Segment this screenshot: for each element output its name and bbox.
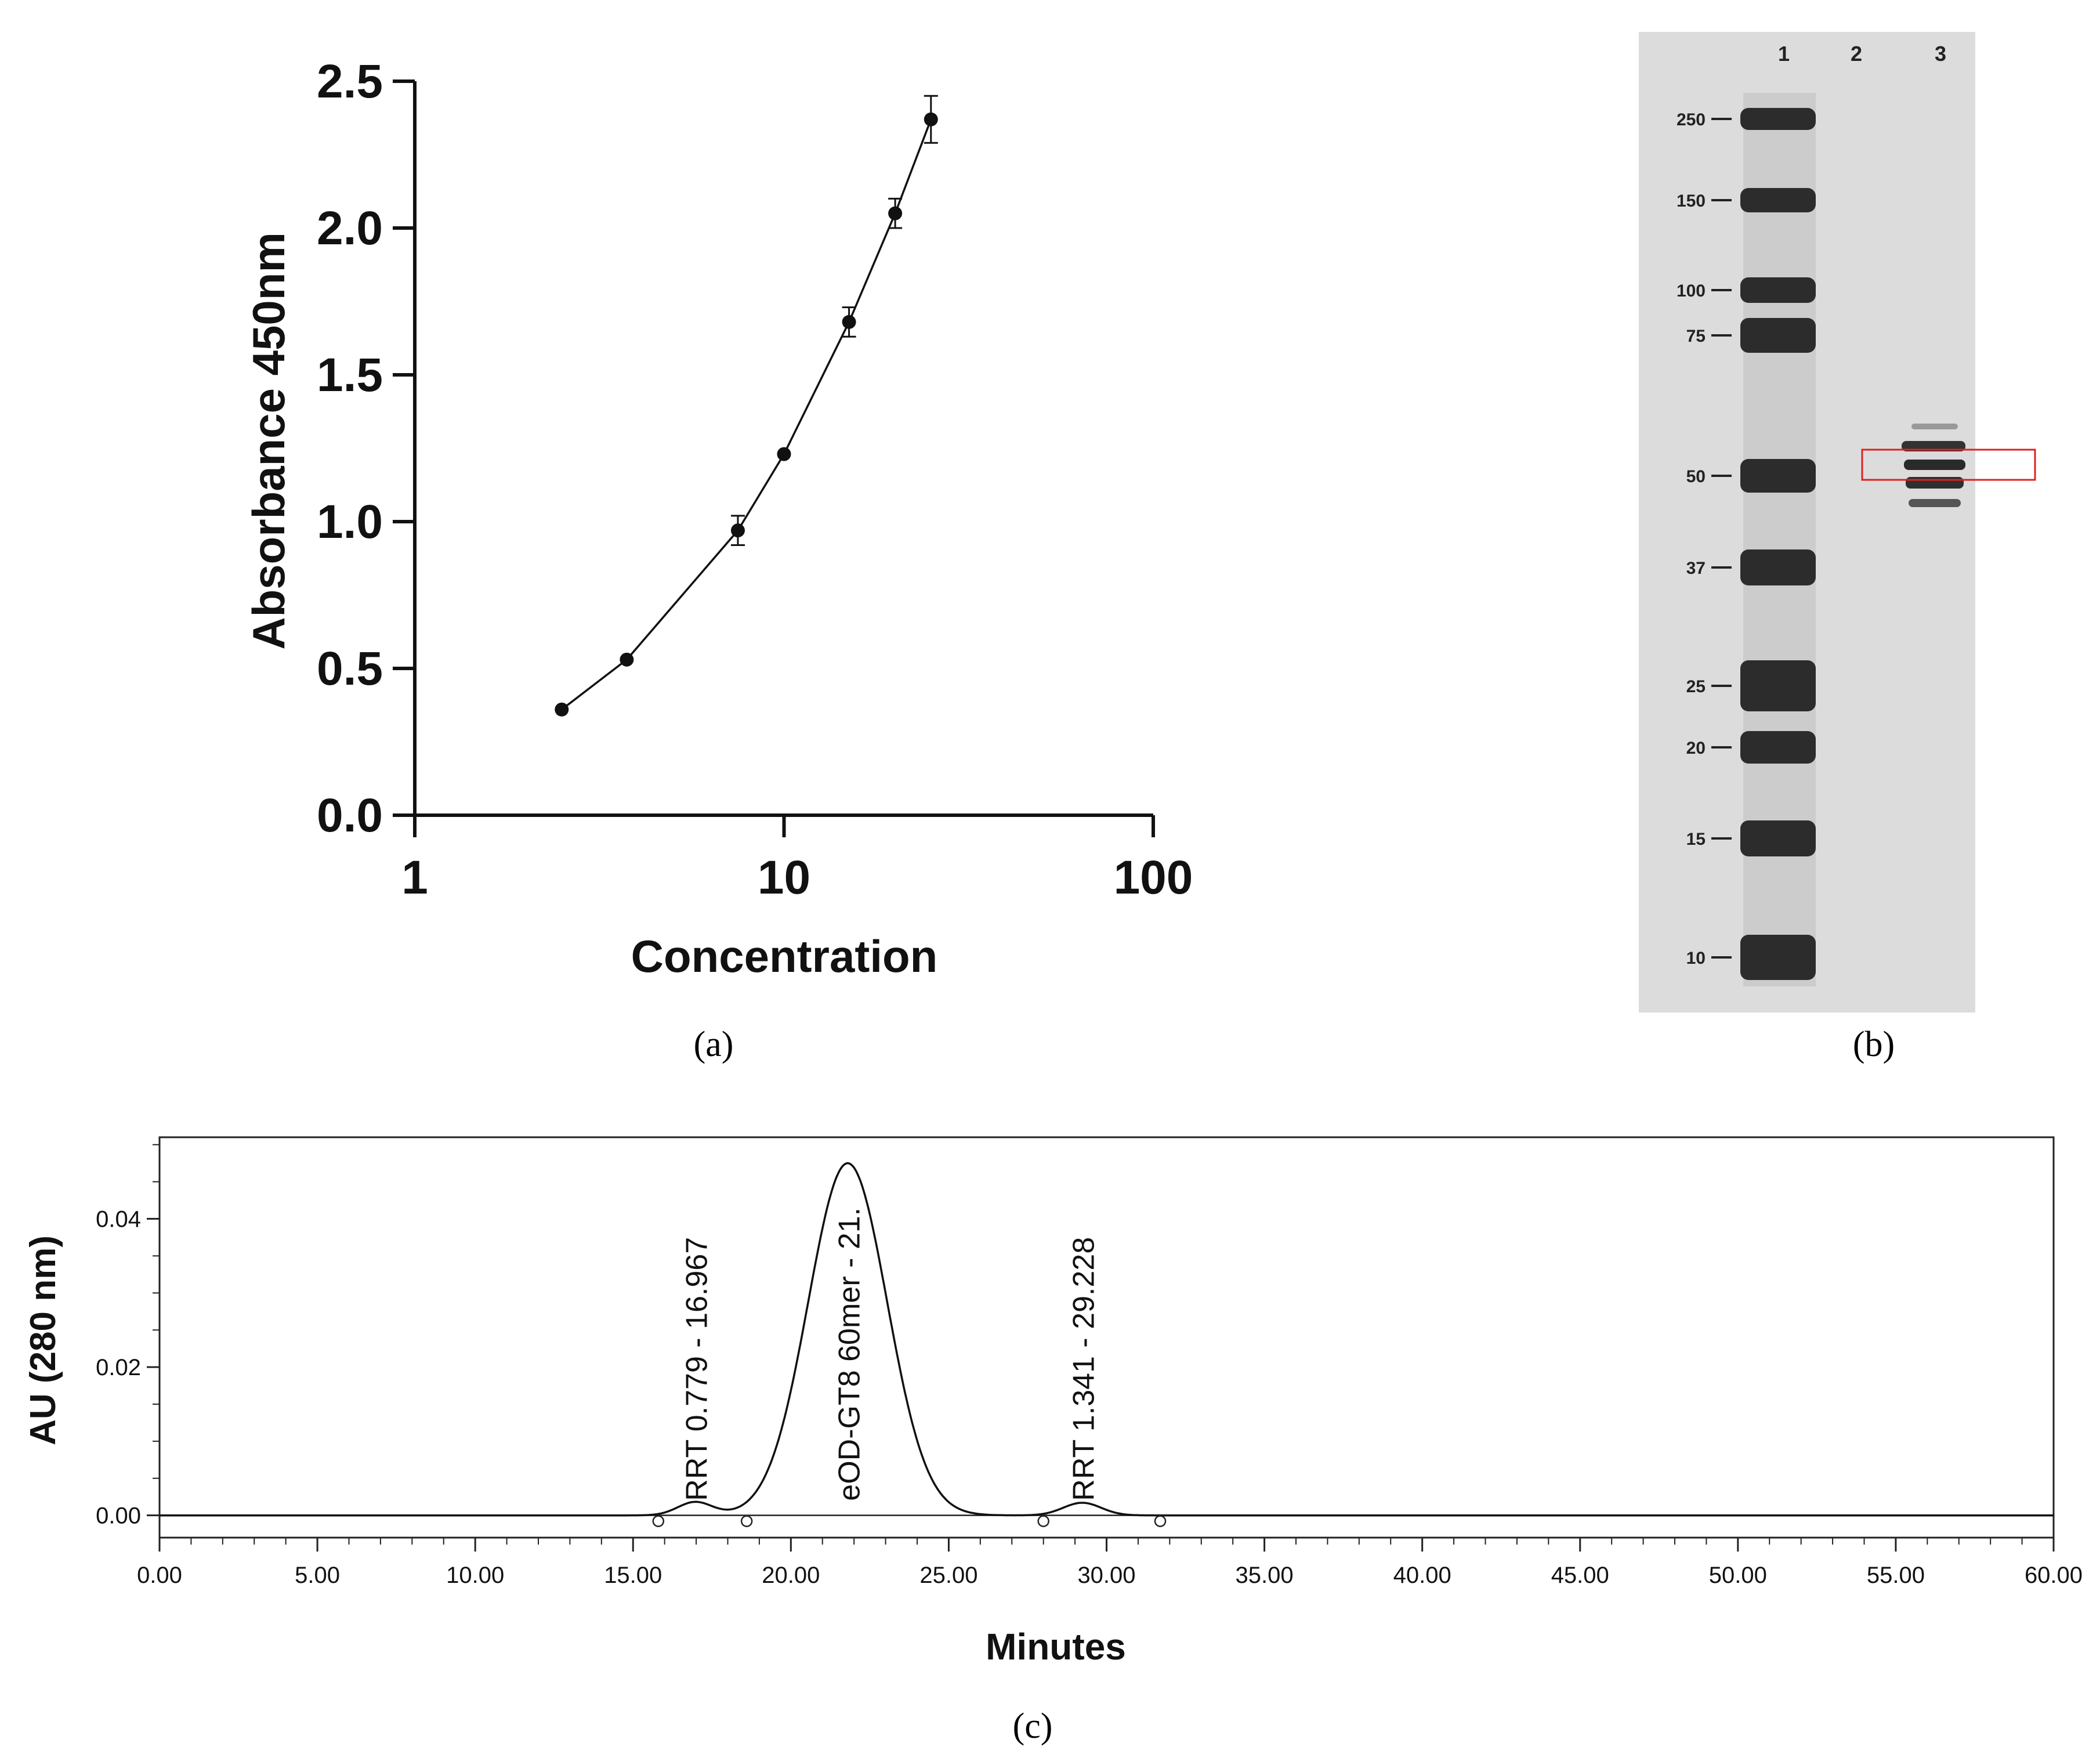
peak-label: RRT 1.341 - 29.228 [1067,1237,1101,1501]
gel-marker-labels: 250 150 100 75 50 37 25 20 15 10 [1677,110,1732,968]
ladder-band [1740,188,1816,212]
marker-label: 50 [1686,467,1706,486]
panel-a-series-line [561,119,932,711]
panel-a-x-tick-label: 10 [758,851,810,904]
panel-a-data-point [924,112,938,126]
panel-c-x-tick-label: 50.00 [1709,1563,1767,1588]
panel-b-gel: 250 150 100 75 50 37 25 20 15 10 1 2 3 [1639,32,2036,1013]
panel-c-trace [160,1162,2054,1517]
marker-label: 37 [1686,559,1706,578]
caption-c: (c) [1013,1706,1053,1746]
lane-label: 3 [1935,42,1946,66]
panel-a-points [555,95,938,717]
lane3-band [1909,499,1961,507]
panel-c-x-tick-label: 25.00 [919,1563,977,1588]
marker-label: 20 [1686,739,1706,758]
panel-a-chart: 0.00.51.01.52.02.5 1 10 100 Concentration … [243,55,1193,982]
caption-b: (b) [1853,1025,1895,1064]
panel-c-y-ticks: 0.00 0.02 0.04 [96,1144,160,1529]
lane3-band [1906,477,1964,489]
panel-a-x-ticks: 1 10 100 [401,815,1193,904]
panel-a-data-point [888,206,903,220]
ladder-band [1740,459,1816,493]
panel-c-y-axis-title: AU (280 nm) [23,1235,63,1445]
marker-label: 75 [1686,327,1706,346]
panel-c-x-tick-label: 40.00 [1393,1563,1451,1588]
marker-label: 25 [1686,677,1706,696]
panel-c-baseline-markers [652,1515,1167,1527]
panel-c-x-ticks: 0.00 5.00 10.00 15.00 20.00 25.00 30.00 35.00 40… [137,1538,2083,1588]
panel-a-data-point [842,314,856,329]
baseline-marker [1037,1515,1049,1527]
panel-c-x-tick-label: 20.00 [762,1563,820,1588]
highlight-box [1861,449,2036,481]
panel-a-y-tick-label: 0.0 [317,789,383,842]
lane3-band [1904,460,1965,470]
panel-c-y-tick-label: 0.02 [96,1355,141,1380]
ladder-band [1740,108,1816,130]
panel-a-x-tick-label: 100 [1114,851,1193,904]
panel-c-x-tick-label: 35.00 [1236,1563,1294,1588]
ladder-band [1740,549,1816,585]
ladder-band [1740,277,1816,303]
panel-a-x-axis-title: Concentration [631,931,938,982]
panel-c-x-tick-label: 60.00 [2025,1563,2083,1588]
baseline-marker [1154,1515,1167,1527]
ladder-band [1740,660,1816,711]
panel-a-data-point [730,523,745,538]
panel-c-peak-labels: RRT 0.779 - 16.967 eOD-GT8 60mer - 21. RRT… [680,1207,1100,1501]
gel-ladder-bands [1740,108,1816,980]
panel-c-y-tick-label: 0.04 [96,1207,141,1232]
panel-a-data-point [555,702,569,717]
panel-c-x-tick-label: 45.00 [1551,1563,1609,1588]
marker-label: 100 [1677,281,1706,301]
lane-label: 1 [1778,42,1790,66]
marker-label: 15 [1686,830,1706,849]
ladder-band [1740,318,1816,353]
ladder-band [1740,731,1816,764]
panel-c-x-tick-label: 5.00 [295,1563,340,1588]
panel-c-y-tick-label: 0.00 [96,1503,141,1529]
marker-label: 10 [1686,949,1706,968]
panel-c-chromatogram: 0.00 0.02 0.04 0.00 5.00 10.00 15.00 20.00 25.0… [23,1136,2083,1668]
panel-a-data-point [777,447,791,461]
panel-c-x-tick-label: 55.00 [1867,1563,1925,1588]
peak-label: RRT 0.779 - 16.967 [680,1237,714,1501]
panel-a-y-tick-label: 1.0 [317,496,383,548]
panel-a-y-tick-label: 2.0 [317,202,383,255]
caption-a: (a) [694,1025,734,1064]
peak-label: eOD-GT8 60mer - 21. [832,1207,866,1501]
lane-label: 2 [1851,42,1862,66]
gel-lane-labels: 1 2 3 [1778,42,1946,66]
marker-label: 150 [1677,191,1706,211]
panel-a-y-tick-label: 1.5 [317,349,383,402]
panel-a-y-tick-label: 0.5 [317,642,383,695]
panel-c-x-axis-title: Minutes [986,1626,1126,1668]
baseline-marker [652,1515,665,1527]
ladder-band [1740,820,1816,856]
baseline-marker [740,1515,753,1527]
marker-label: 250 [1677,110,1706,129]
panel-a-data-point [620,652,634,667]
panel-c-x-tick-label: 15.00 [604,1563,662,1588]
panel-c-x-tick-label: 10.00 [446,1563,504,1588]
panel-a-x-tick-label: 1 [401,851,428,904]
panel-a-y-ticks: 0.0 0.5 1.0 1.5 2.0 2.5 [317,55,415,842]
panel-c-x-tick-label: 0.00 [137,1563,182,1588]
ladder-band [1740,935,1816,980]
lane3-band [1911,424,1958,429]
panel-c-frame [158,1136,2055,1539]
panel-c-x-tick-label: 30.00 [1077,1563,1135,1588]
panel-a-y-tick-label: 2.5 [317,55,383,108]
panel-a-y-axis-title: Absorbance 450nm [243,232,294,650]
